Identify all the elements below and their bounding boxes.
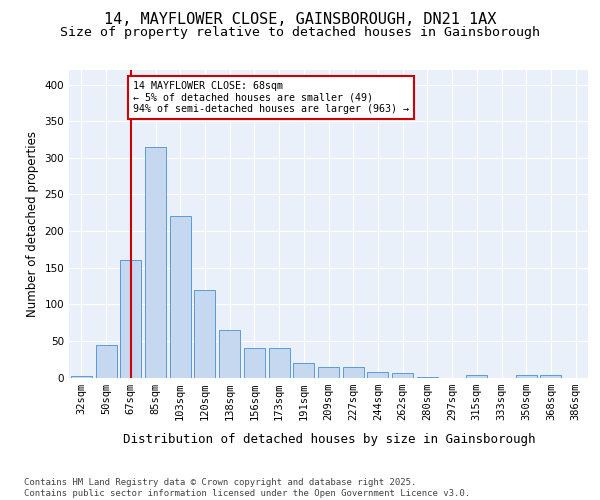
Bar	[170, 216, 191, 378]
Bar	[516, 376, 537, 378]
Text: Size of property relative to detached houses in Gainsborough: Size of property relative to detached ho…	[60, 26, 540, 39]
Bar	[145, 147, 166, 378]
Bar	[120, 260, 141, 378]
Bar	[417, 377, 438, 378]
Bar	[219, 330, 240, 378]
Y-axis label: Number of detached properties: Number of detached properties	[26, 130, 39, 317]
Bar	[95, 344, 116, 378]
Bar	[269, 348, 290, 378]
Text: 14, MAYFLOWER CLOSE, GAINSBOROUGH, DN21 1AX: 14, MAYFLOWER CLOSE, GAINSBOROUGH, DN21 …	[104, 12, 496, 28]
Text: Contains HM Land Registry data © Crown copyright and database right 2025.
Contai: Contains HM Land Registry data © Crown c…	[24, 478, 470, 498]
Bar	[318, 366, 339, 378]
Bar	[343, 366, 364, 378]
Bar	[541, 376, 562, 378]
Bar	[466, 374, 487, 378]
Bar	[244, 348, 265, 378]
Bar	[71, 376, 92, 378]
Bar	[293, 363, 314, 378]
Bar	[367, 372, 388, 378]
Bar	[392, 373, 413, 378]
Text: 14 MAYFLOWER CLOSE: 68sqm
← 5% of detached houses are smaller (49)
94% of semi-d: 14 MAYFLOWER CLOSE: 68sqm ← 5% of detach…	[133, 81, 409, 114]
Text: Distribution of detached houses by size in Gainsborough: Distribution of detached houses by size …	[122, 432, 535, 446]
Bar	[194, 290, 215, 378]
